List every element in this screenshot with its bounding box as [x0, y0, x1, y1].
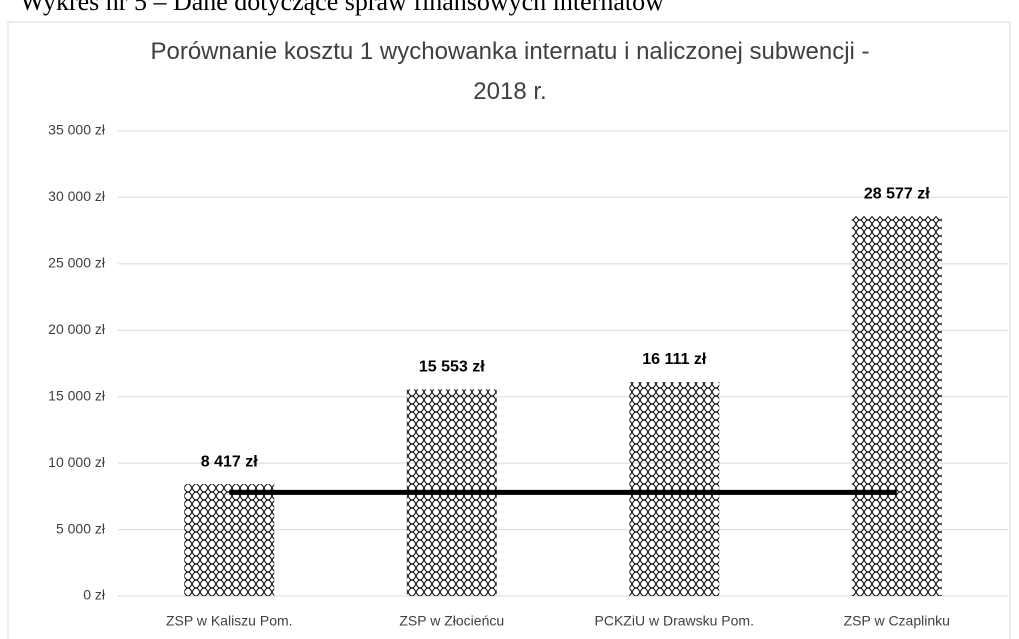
chart-title: Porównanie kosztu 1 wychowanka internatu… — [150, 38, 870, 105]
data-label: 15 553 zł — [419, 359, 485, 376]
x-tick-label: ZSP w Czaplinku — [844, 613, 950, 629]
bar — [629, 381, 720, 596]
bar — [851, 216, 942, 596]
x-tick-label: ZSP w Kaliszu Pom. — [166, 613, 293, 629]
caption: Wykres nr 5 – Dane dotyczące spraw finan… — [20, 0, 664, 16]
x-tick-label: PCKZiU w Drawsku Pom. — [595, 613, 754, 629]
data-label: 28 577 zł — [864, 186, 930, 203]
y-tick-label: 0 zł — [83, 587, 106, 603]
data-label: 8 417 zł — [201, 453, 258, 470]
y-tick-label: 35 000 zł — [48, 122, 106, 138]
chart-frame — [7, 21, 1011, 639]
y-tick-label: 20 000 zł — [48, 321, 106, 337]
data-label: 16 111 zł — [642, 351, 707, 368]
bar — [184, 484, 275, 596]
x-tick-label: ZSP w Złocieńcu — [399, 613, 504, 629]
y-tick-label: 15 000 zł — [48, 387, 106, 403]
y-tick-label: 5 000 zł — [56, 520, 106, 536]
y-tick-label: 10 000 zł — [48, 454, 106, 470]
y-tick-label: 25 000 zł — [48, 255, 106, 271]
y-tick-label: 30 000 zł — [48, 188, 106, 204]
